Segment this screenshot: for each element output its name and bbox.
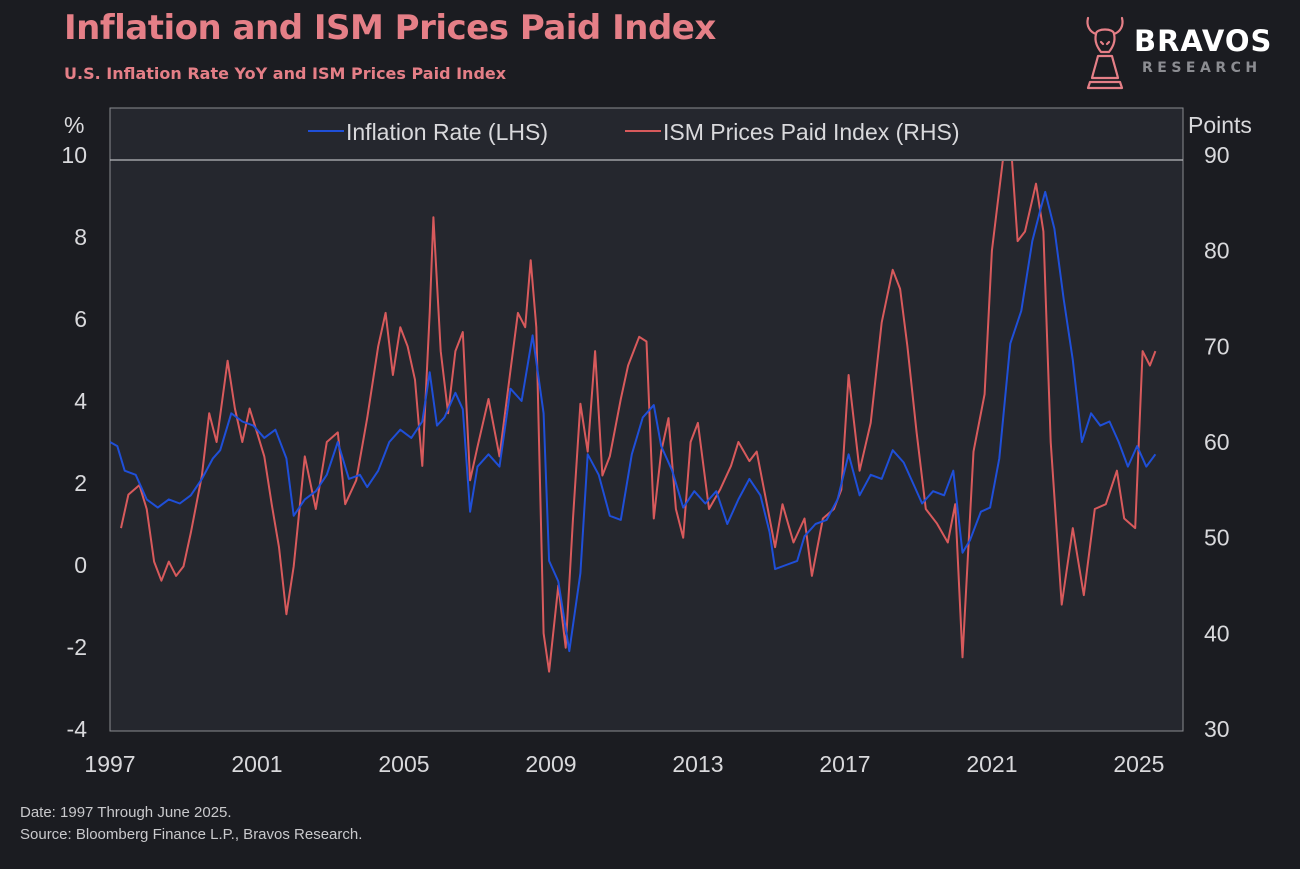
left-tick-label: 10 <box>61 142 87 168</box>
series-lines <box>110 161 1157 673</box>
x-axis-ticks: 1997 2001 2005 2009 2013 2017 2021 2025 <box>84 751 1164 777</box>
brand-name: BRAVOS <box>1134 24 1273 58</box>
inflation-rate-line <box>110 190 1157 653</box>
x-tick-label: 2001 <box>231 751 282 777</box>
right-axis-label: Points <box>1188 112 1252 138</box>
left-tick-label: 2 <box>74 470 87 496</box>
legend-label-ism: ISM Prices Paid Index (RHS) <box>663 119 960 145</box>
chart-subtitle: U.S. Inflation Rate YoY and ISM Prices P… <box>64 64 507 83</box>
left-tick-label: -4 <box>67 716 88 742</box>
legend-label-inflation: Inflation Rate (LHS) <box>346 119 548 145</box>
bull-knight-icon <box>1086 16 1124 90</box>
left-tick-label: 8 <box>74 224 87 250</box>
date-note: Date: 1997 Through June 2025. <box>20 804 232 821</box>
x-tick-label: 2025 <box>1113 751 1164 777</box>
ism-prices-paid-line <box>120 161 1157 673</box>
x-tick-label: 2021 <box>966 751 1017 777</box>
right-tick-label: 70 <box>1204 333 1230 359</box>
left-tick-label: 4 <box>74 388 87 414</box>
right-tick-label: 60 <box>1204 429 1230 455</box>
x-tick-label: 2013 <box>672 751 723 777</box>
left-tick-label: -2 <box>67 634 87 660</box>
right-tick-label: 50 <box>1204 525 1230 551</box>
source-note: Source: Bloomberg Finance L.P., Bravos R… <box>20 826 363 843</box>
left-axis-label: % <box>64 112 84 138</box>
left-tick-label: 0 <box>74 552 87 578</box>
left-tick-label: 6 <box>74 306 87 332</box>
x-tick-label: 2009 <box>525 751 576 777</box>
brand-tagline: RESEARCH <box>1142 60 1262 76</box>
right-tick-label: 30 <box>1204 716 1230 742</box>
right-tick-label: 40 <box>1204 620 1230 646</box>
left-axis-ticks: 10 8 6 4 2 0 -2 -4 <box>61 142 87 742</box>
brand-logo: BRAVOS RESEARCH <box>1082 12 1282 92</box>
right-tick-label: 80 <box>1204 238 1230 264</box>
x-tick-label: 2005 <box>378 751 429 777</box>
x-tick-label: 2017 <box>819 751 870 777</box>
right-axis-ticks: 90 80 70 60 50 40 30 <box>1204 142 1230 742</box>
chart-title: Inflation and ISM Prices Paid Index <box>64 8 716 48</box>
plot-area <box>109 107 1184 732</box>
legend: Inflation Rate (LHS) ISM Prices Paid Ind… <box>308 119 960 145</box>
right-tick-label: 90 <box>1204 142 1230 168</box>
x-tick-label: 1997 <box>84 751 135 777</box>
